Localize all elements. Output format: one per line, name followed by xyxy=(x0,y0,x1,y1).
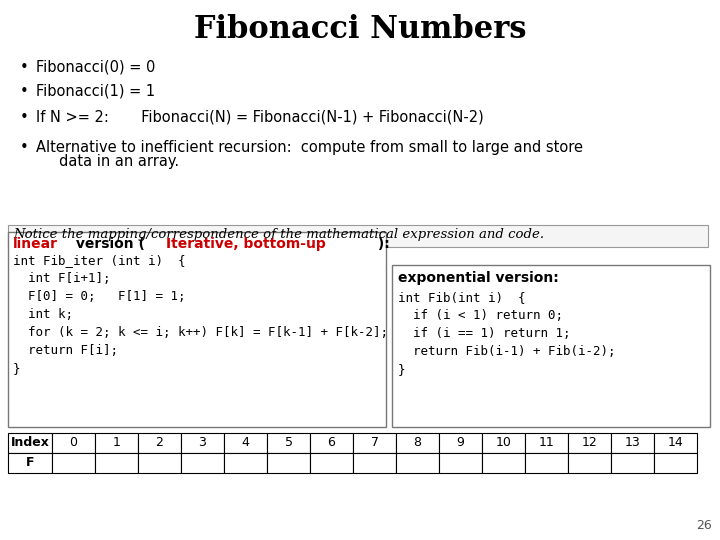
FancyBboxPatch shape xyxy=(396,433,439,453)
Text: data in an array.: data in an array. xyxy=(36,154,179,169)
FancyBboxPatch shape xyxy=(181,433,224,453)
Text: return Fib(i-1) + Fib(i-2);: return Fib(i-1) + Fib(i-2); xyxy=(398,345,616,358)
Text: 10: 10 xyxy=(495,436,511,449)
FancyBboxPatch shape xyxy=(353,433,396,453)
FancyBboxPatch shape xyxy=(181,453,224,473)
FancyBboxPatch shape xyxy=(138,453,181,473)
Text: 8: 8 xyxy=(413,436,421,449)
Text: return F[i];: return F[i]; xyxy=(13,344,118,357)
Text: Fibonacci(1) = 1: Fibonacci(1) = 1 xyxy=(36,84,155,99)
Text: Fibonacci Numbers: Fibonacci Numbers xyxy=(194,14,526,45)
Text: int Fib_iter (int i)  {: int Fib_iter (int i) { xyxy=(13,254,186,267)
Text: Index: Index xyxy=(11,436,50,449)
FancyBboxPatch shape xyxy=(310,433,353,453)
FancyBboxPatch shape xyxy=(95,433,138,453)
Text: •: • xyxy=(20,140,29,155)
Text: int k;: int k; xyxy=(13,308,73,321)
Text: linear: linear xyxy=(13,237,58,251)
FancyBboxPatch shape xyxy=(138,433,181,453)
Text: F: F xyxy=(26,456,35,469)
Text: }: } xyxy=(13,362,20,375)
FancyBboxPatch shape xyxy=(482,453,525,473)
FancyBboxPatch shape xyxy=(8,232,386,427)
FancyBboxPatch shape xyxy=(439,453,482,473)
Text: 4: 4 xyxy=(242,436,249,449)
Text: 26: 26 xyxy=(696,519,712,532)
FancyBboxPatch shape xyxy=(52,453,95,473)
FancyBboxPatch shape xyxy=(654,433,697,453)
Text: 9: 9 xyxy=(456,436,464,449)
Text: F[0] = 0;   F[1] = 1;: F[0] = 0; F[1] = 1; xyxy=(13,290,186,303)
Text: for (k = 2; k <= i; k++) F[k] = F[k-1] + F[k-2];: for (k = 2; k <= i; k++) F[k] = F[k-1] +… xyxy=(13,326,388,339)
Text: 5: 5 xyxy=(284,436,292,449)
Text: ):: ): xyxy=(372,237,390,251)
Text: 11: 11 xyxy=(539,436,554,449)
Text: 7: 7 xyxy=(371,436,379,449)
FancyBboxPatch shape xyxy=(482,433,525,453)
Text: 2: 2 xyxy=(156,436,163,449)
FancyBboxPatch shape xyxy=(439,433,482,453)
FancyBboxPatch shape xyxy=(95,453,138,473)
Text: Iterative, bottom-up: Iterative, bottom-up xyxy=(166,237,326,251)
FancyBboxPatch shape xyxy=(611,453,654,473)
Text: 13: 13 xyxy=(625,436,640,449)
Text: int F[i+1];: int F[i+1]; xyxy=(13,272,110,285)
FancyBboxPatch shape xyxy=(52,433,95,453)
FancyBboxPatch shape xyxy=(8,453,52,473)
FancyBboxPatch shape xyxy=(267,433,310,453)
FancyBboxPatch shape xyxy=(353,453,396,473)
Text: •: • xyxy=(20,60,29,75)
Text: 6: 6 xyxy=(328,436,336,449)
FancyBboxPatch shape xyxy=(224,453,267,473)
FancyBboxPatch shape xyxy=(568,433,611,453)
Text: •: • xyxy=(20,84,29,99)
Text: int Fib(int i)  {: int Fib(int i) { xyxy=(398,291,526,304)
Text: Notice the mapping/correspondence of the mathematical expression and code.: Notice the mapping/correspondence of the… xyxy=(13,228,544,241)
FancyBboxPatch shape xyxy=(396,453,439,473)
FancyBboxPatch shape xyxy=(224,433,267,453)
FancyBboxPatch shape xyxy=(525,453,568,473)
FancyBboxPatch shape xyxy=(654,453,697,473)
Text: exponential version:: exponential version: xyxy=(398,271,559,285)
FancyBboxPatch shape xyxy=(267,453,310,473)
FancyBboxPatch shape xyxy=(568,453,611,473)
Text: }: } xyxy=(398,363,405,376)
Text: Alternative to inefficient recursion:  compute from small to large and store: Alternative to inefficient recursion: co… xyxy=(36,140,583,155)
Text: 1: 1 xyxy=(112,436,120,449)
Text: 3: 3 xyxy=(199,436,207,449)
Text: •: • xyxy=(20,110,29,125)
Text: 0: 0 xyxy=(70,436,78,449)
Text: if (i < 1) return 0;: if (i < 1) return 0; xyxy=(398,309,563,322)
FancyBboxPatch shape xyxy=(611,433,654,453)
Text: Fibonacci(0) = 0: Fibonacci(0) = 0 xyxy=(36,60,156,75)
FancyBboxPatch shape xyxy=(8,225,708,247)
FancyBboxPatch shape xyxy=(392,265,710,427)
Text: If N >= 2:       Fibonacci(N) = Fibonacci(N-1) + Fibonacci(N-2): If N >= 2: Fibonacci(N) = Fibonacci(N-1)… xyxy=(36,110,484,125)
Text: 12: 12 xyxy=(582,436,598,449)
FancyBboxPatch shape xyxy=(8,433,52,453)
FancyBboxPatch shape xyxy=(310,453,353,473)
Text: 14: 14 xyxy=(667,436,683,449)
FancyBboxPatch shape xyxy=(525,433,568,453)
Text: version (: version ( xyxy=(71,237,145,251)
Text: if (i == 1) return 1;: if (i == 1) return 1; xyxy=(398,327,570,340)
